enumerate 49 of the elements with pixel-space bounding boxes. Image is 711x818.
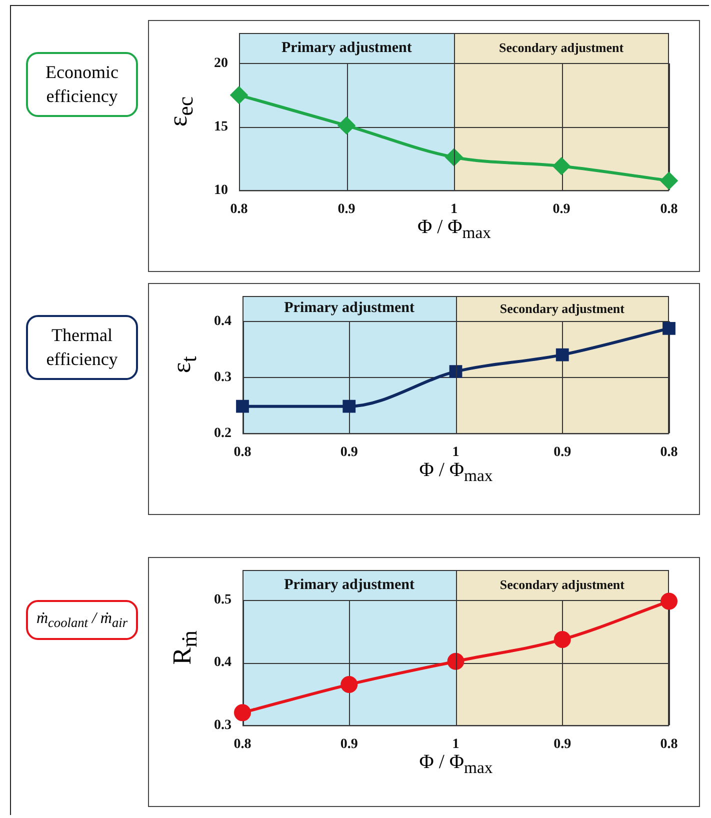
point xyxy=(660,592,678,610)
point xyxy=(554,630,571,648)
point xyxy=(447,652,464,670)
annotation: Secondary adjustment xyxy=(499,40,624,56)
annotation: Primary adjustment xyxy=(284,576,415,594)
y-tick-label: 15 xyxy=(214,119,228,134)
y-tick-label: 0.3 xyxy=(214,718,232,733)
x-tick-label: 1 xyxy=(450,202,458,218)
point xyxy=(338,117,355,134)
x-tick-label: 0.9 xyxy=(340,445,358,460)
x-tick-label: 0.8 xyxy=(234,737,252,752)
x-tick-label: 0.8 xyxy=(660,202,678,218)
point xyxy=(342,400,356,413)
y-tick-label: 0.4 xyxy=(214,314,232,329)
text: Thermal efficiency xyxy=(26,315,138,380)
x-axis-title: Φ / Φ$_{max}$ xyxy=(419,751,493,778)
text: Economic efficiency xyxy=(26,52,138,117)
x-tick-label: 1 xyxy=(452,445,460,460)
point xyxy=(236,400,249,413)
point xyxy=(553,158,570,175)
point xyxy=(556,348,569,362)
point xyxy=(230,86,248,104)
point xyxy=(234,704,251,722)
point xyxy=(662,322,676,335)
x-axis-title: Φ / Φ$_{max}$ xyxy=(419,459,493,486)
x-tick-label: 0.9 xyxy=(554,445,572,460)
y-tick-label: 20 xyxy=(214,56,228,72)
x-tick-label: 0.9 xyxy=(340,737,358,752)
x-axis-title: Φ / Φ$_{max}$ xyxy=(418,216,491,244)
y-tick-label: 0.3 xyxy=(214,370,232,385)
annotation: Secondary adjustment xyxy=(500,300,624,317)
text: ṁ$_{coolant}$ / ṁ$_{air}$ xyxy=(26,600,138,640)
x-tick-label: 0.9 xyxy=(552,202,570,218)
point xyxy=(660,172,678,190)
x-tick-label: 0.8 xyxy=(234,445,252,460)
annotation: Primary adjustment xyxy=(282,40,412,57)
x-tick-label: 0.9 xyxy=(338,202,356,218)
y-tick-label: 0.4 xyxy=(214,655,232,670)
x-tick-label: 0.9 xyxy=(554,737,572,752)
x-tick-label: 0.8 xyxy=(660,445,678,460)
x-tick-label: 0.8 xyxy=(230,202,248,218)
x-tick-label: 0.8 xyxy=(660,737,678,752)
y-tick-label: 0.2 xyxy=(214,426,232,441)
annotation: Primary adjustment xyxy=(284,300,415,318)
x-tick-label: 1 xyxy=(452,737,460,752)
annotation: Secondary adjustment xyxy=(500,577,624,594)
y-tick-label: 10 xyxy=(214,182,228,198)
y-tick-label: 0.5 xyxy=(214,592,232,608)
point xyxy=(340,676,358,694)
